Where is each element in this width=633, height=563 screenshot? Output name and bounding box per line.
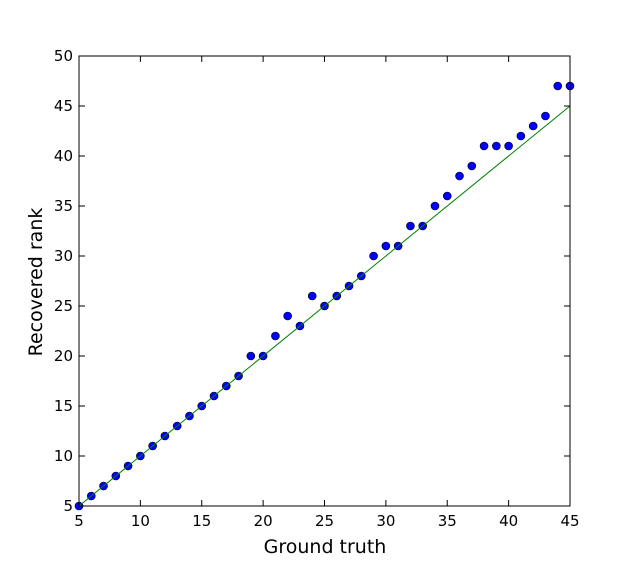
data-point <box>553 81 563 91</box>
y-axis-label: Recovered rank <box>25 208 47 357</box>
data-point <box>504 141 513 151</box>
x-tick-label: 15 <box>192 512 211 530</box>
x-tick-label: 40 <box>499 512 518 530</box>
data-point <box>369 251 378 261</box>
plot-frame <box>78 55 571 507</box>
y-tick-label: 5 <box>63 497 73 515</box>
y-tick-label: 50 <box>54 47 73 65</box>
x-tick-label: 30 <box>376 512 395 530</box>
data-point <box>406 221 415 231</box>
x-tick-label: 45 <box>560 512 579 530</box>
y-tick-label: 25 <box>54 297 73 315</box>
data-point <box>307 291 317 301</box>
data-point <box>271 331 280 341</box>
data-point <box>516 131 526 141</box>
x-tick-label: 5 <box>74 512 84 530</box>
y-tick-label: 15 <box>54 397 73 415</box>
data-point <box>467 161 477 171</box>
data-point <box>430 201 440 211</box>
y-tick-label: 30 <box>54 247 73 265</box>
data-point <box>492 141 501 151</box>
x-tick-label: 10 <box>131 512 150 530</box>
data-point <box>283 311 292 321</box>
data-point <box>442 191 452 201</box>
data-point <box>455 171 464 181</box>
y-tick-label: 45 <box>54 97 73 115</box>
x-axis-label: Ground truth <box>264 536 387 558</box>
data-point <box>541 111 550 121</box>
y-tick-label: 35 <box>54 197 73 215</box>
y-tick-label: 40 <box>54 147 73 165</box>
plot-area <box>79 56 570 506</box>
data-point <box>528 121 538 131</box>
data-point <box>246 351 256 361</box>
y-tick-label: 20 <box>54 347 73 365</box>
x-tick-label: 25 <box>315 512 334 530</box>
x-tick-label: 35 <box>438 512 457 530</box>
y-tick-label: 10 <box>54 447 73 465</box>
x-tick-label: 20 <box>254 512 273 530</box>
data-point <box>381 241 391 251</box>
data-point <box>479 141 489 151</box>
reference-line <box>78 105 571 507</box>
